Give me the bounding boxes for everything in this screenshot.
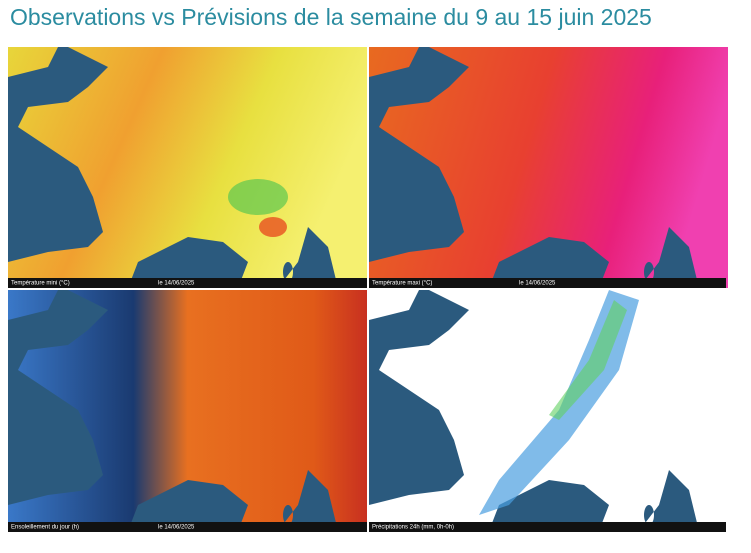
- map-panel: Température maxi (°C) le 14/06/2025: [369, 47, 728, 288]
- map-caption: Précipitations 24h (mm, 0h-0h): [372, 525, 454, 531]
- page-title: Observations vs Prévisions de la semaine…: [10, 4, 652, 30]
- map-date: le 14/06/2025: [158, 525, 195, 531]
- map-date: le 14/06/2025: [158, 281, 195, 287]
- map-caption: Température maxi (°C): [372, 281, 432, 287]
- map-date: le 14/06/2025: [519, 281, 556, 287]
- map-panel: Température mini (°C) le 14/06/2025: [8, 47, 367, 288]
- map-panel: Ensoleillement du jour (h) le 14/06/2025: [8, 290, 367, 532]
- map-caption: Température mini (°C): [11, 281, 70, 287]
- map-panel: Précipitations 24h (mm, 0h-0h): [369, 290, 728, 532]
- map-caption: Ensoleillement du jour (h): [11, 525, 79, 531]
